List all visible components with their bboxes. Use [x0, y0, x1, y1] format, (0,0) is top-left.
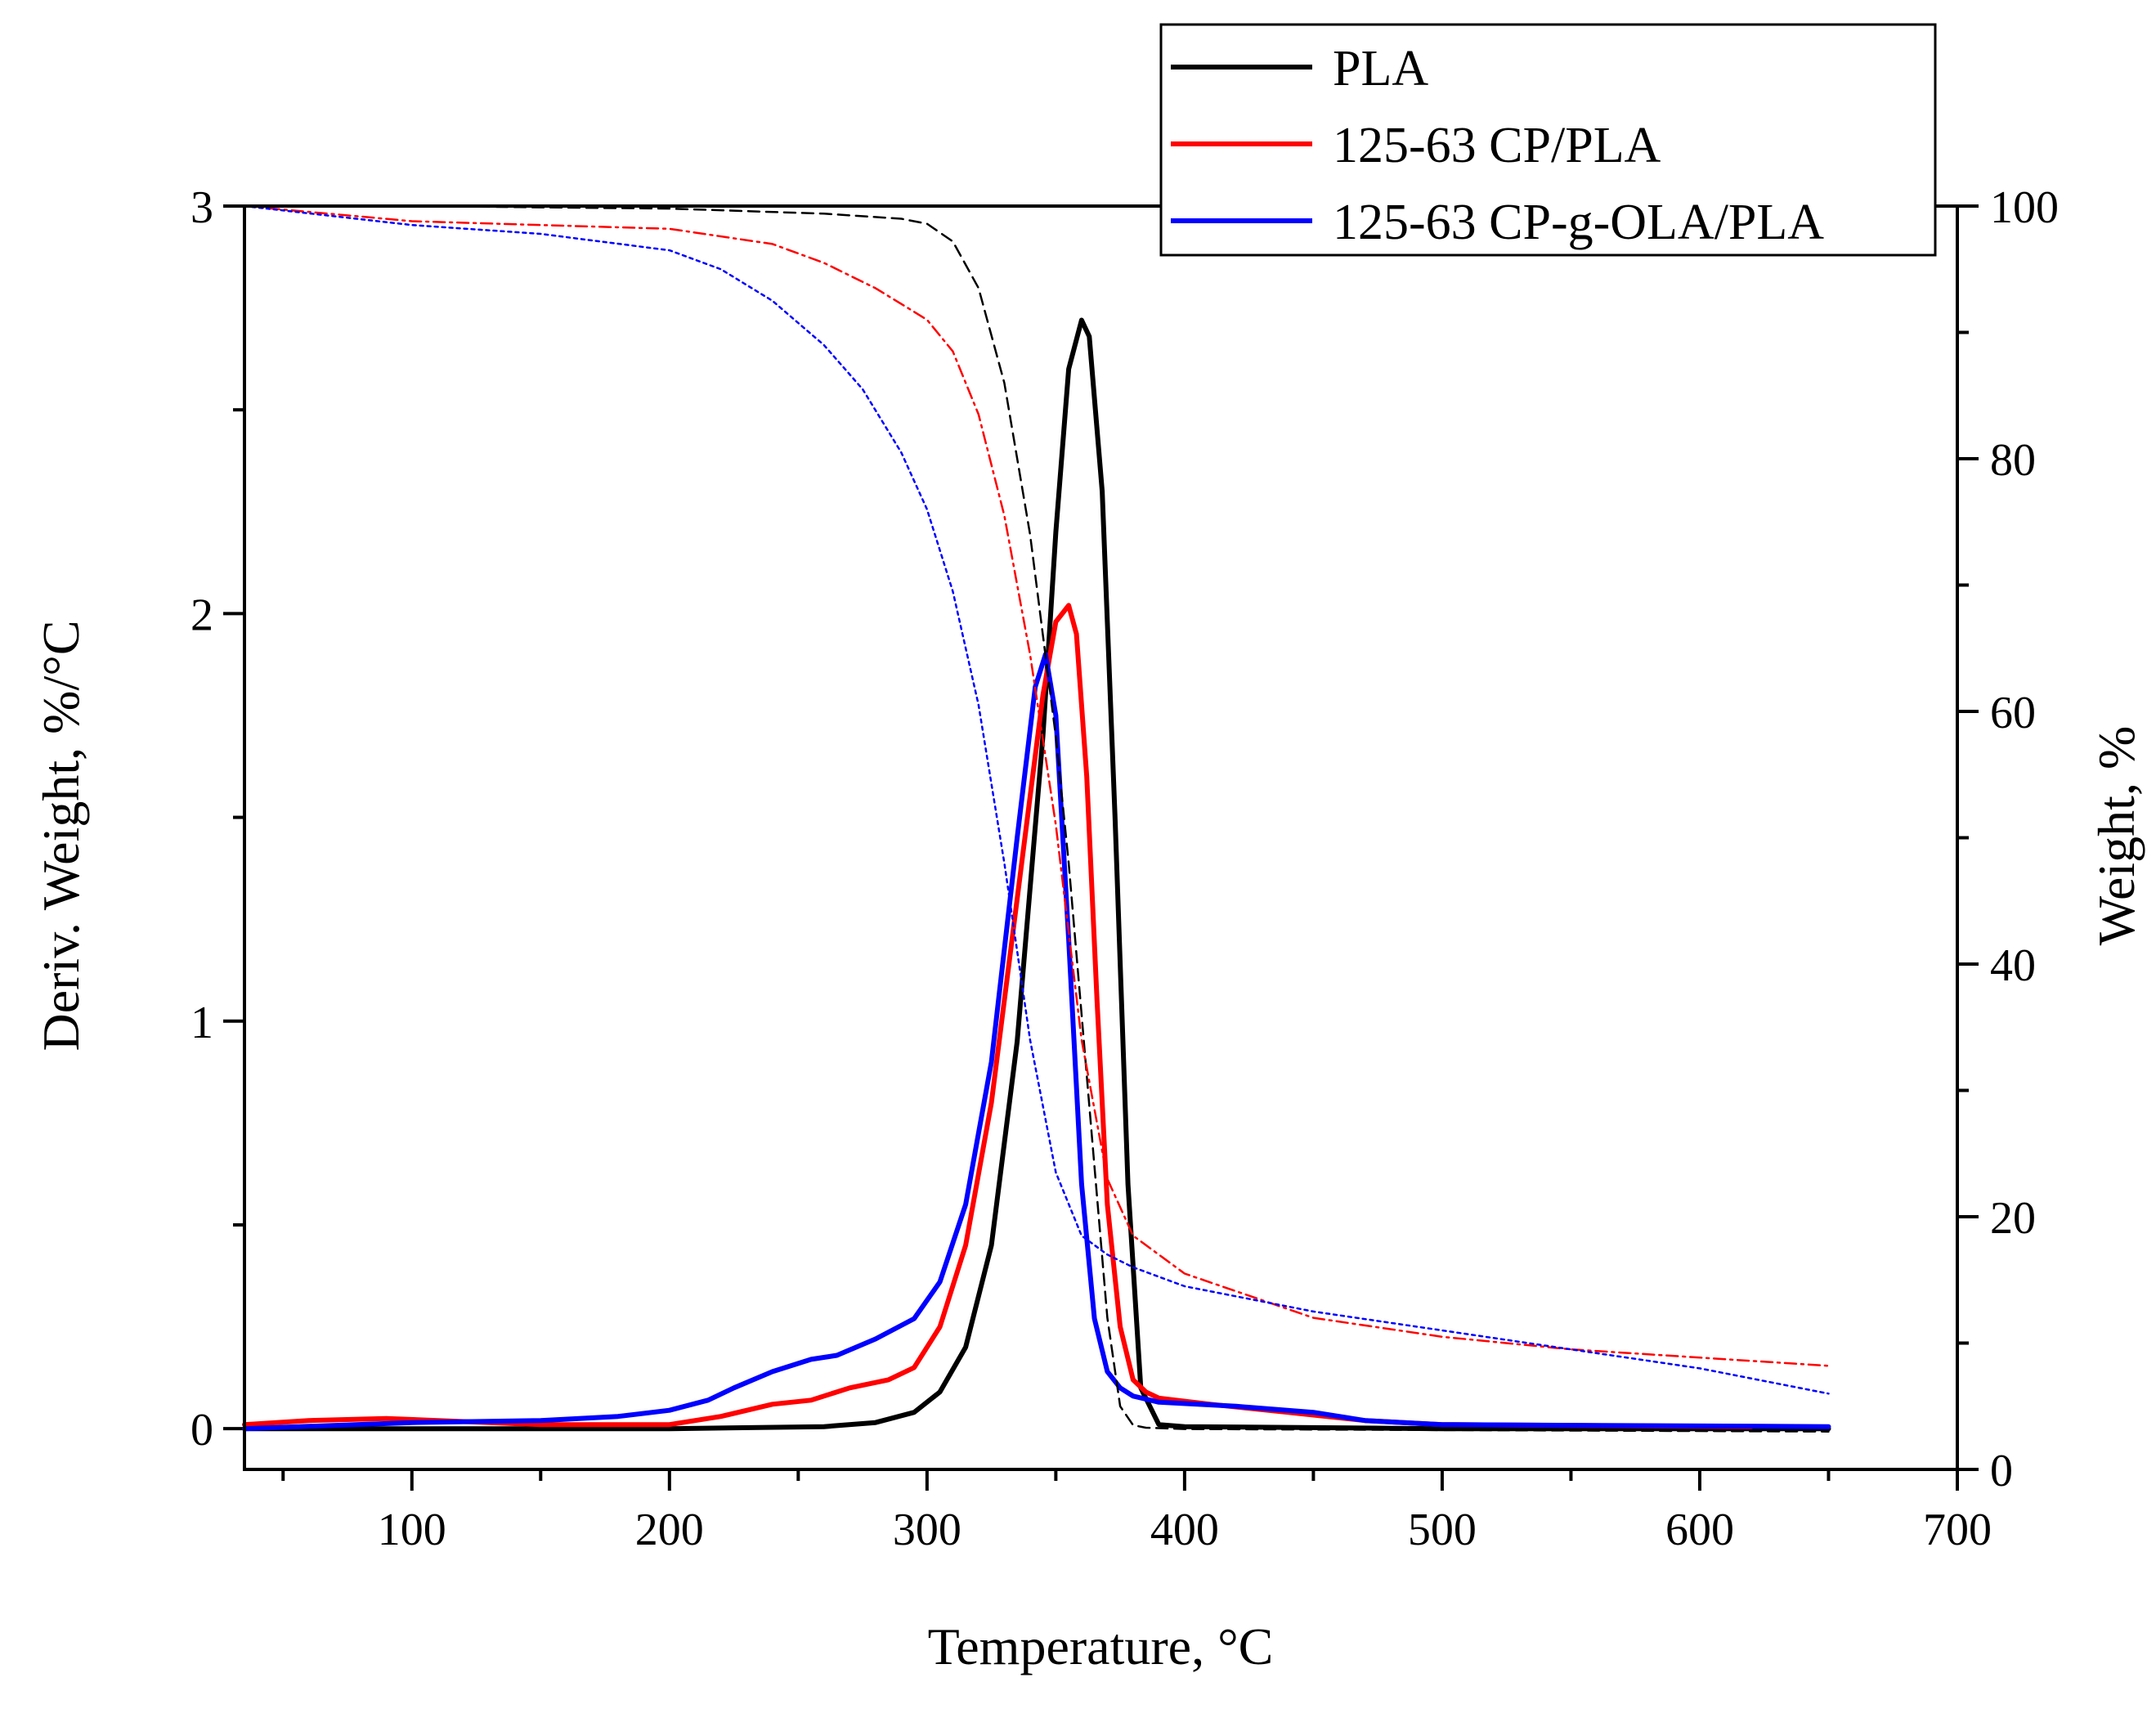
legend-label: 125-63 CP/PLA: [1333, 118, 1661, 173]
legend-label: 125-63 CP-g-OLA/PLA: [1333, 195, 1824, 250]
y-left-tick-label: 3: [190, 182, 213, 233]
legend-items: PLA 125-63 CP/PLA 125-63 CP-g-OLA/PLA: [1171, 41, 1824, 250]
series-line-125-63-cp-g-ola-pla-weight: [243, 204, 1830, 1395]
y-right-tick-label: 80: [1990, 435, 2036, 486]
x-tick-label: 300: [893, 1505, 961, 1555]
plot-frame: [243, 204, 1959, 1471]
y-left-tick-label: 0: [190, 1405, 213, 1456]
y-right-tick-label: 40: [1990, 940, 2036, 991]
y-left-tick-label: 2: [190, 590, 213, 640]
x-tick-label: 200: [635, 1505, 704, 1555]
y-right-tick-label: 20: [1990, 1193, 2036, 1244]
x-tick-label: 500: [1408, 1505, 1477, 1555]
y-right-tick-label: 60: [1990, 688, 2036, 738]
x-tick-label: 100: [378, 1505, 446, 1555]
legend: PLA 125-63 CP/PLA 125-63 CP-g-OLA/PLA: [1159, 23, 1937, 257]
x-tick-label: 600: [1665, 1505, 1734, 1555]
x-tick-label: 700: [1923, 1505, 1992, 1555]
tick-labels-layer: 100 200 300 400 500 600 700 0 1 2 3 0 20 40 60 80 100: [190, 182, 2059, 1555]
y-right-tick-label: 100: [1990, 182, 2059, 233]
series-layer: [242, 204, 1831, 1433]
y-axis-right-title: Weight, %: [2087, 726, 2145, 946]
series-line-pla-weight: [243, 204, 1830, 1433]
y-left-tick-label: 1: [190, 998, 213, 1048]
series-line-125-63-cp-g-ola-pla: [242, 652, 1831, 1432]
series-line-125-63-cp-pla: [242, 603, 1754, 1429]
x-tick-label: 400: [1150, 1505, 1219, 1555]
y-axis-left-title: Deriv. Weight, %/°C: [32, 620, 90, 1051]
legend-label: PLA: [1333, 41, 1428, 96]
x-axis-title: Temperature, °C: [928, 1617, 1274, 1675]
y-right-tick-label: 0: [1990, 1446, 2013, 1496]
ticks-layer: [223, 204, 1979, 1491]
legend-box: [1159, 23, 1937, 257]
